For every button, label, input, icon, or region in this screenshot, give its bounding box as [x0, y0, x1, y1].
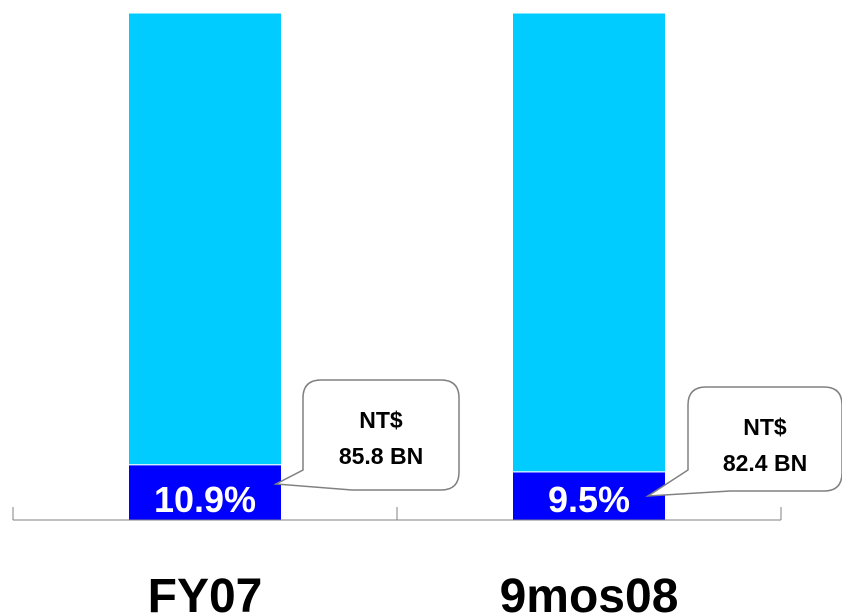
labels-layer: 10.9% 9.5% FY07 9mos08 NT$ 85.8 BN NT$ 82.4 BN — [148, 407, 808, 616]
data-label-9mos08: 9.5% — [548, 479, 630, 520]
bars-layer — [128, 12, 666, 521]
x-tick-label-FY07: FY07 — [148, 570, 263, 616]
x-tick-label-9mos08: 9mos08 — [500, 570, 679, 616]
bar-9mos08-segment-1 — [512, 12, 666, 473]
callout-text-FY07-line-0: NT$ — [359, 407, 403, 433]
bar-FY07-segment-1 — [128, 12, 282, 466]
callout-FY07 — [273, 379, 460, 491]
x-axis — [12, 507, 782, 521]
bar-FY07-segment-0 — [128, 464, 282, 521]
data-label-FY07: 10.9% — [154, 479, 256, 520]
callout-text-FY07-line-1: 85.8 BN — [339, 443, 423, 469]
callout-text-9mos08-line-0: NT$ — [743, 414, 787, 440]
callout-text-9mos08-line-1: 82.4 BN — [723, 450, 807, 476]
callout-9mos08 — [645, 386, 842, 497]
callouts-layer — [273, 379, 842, 497]
